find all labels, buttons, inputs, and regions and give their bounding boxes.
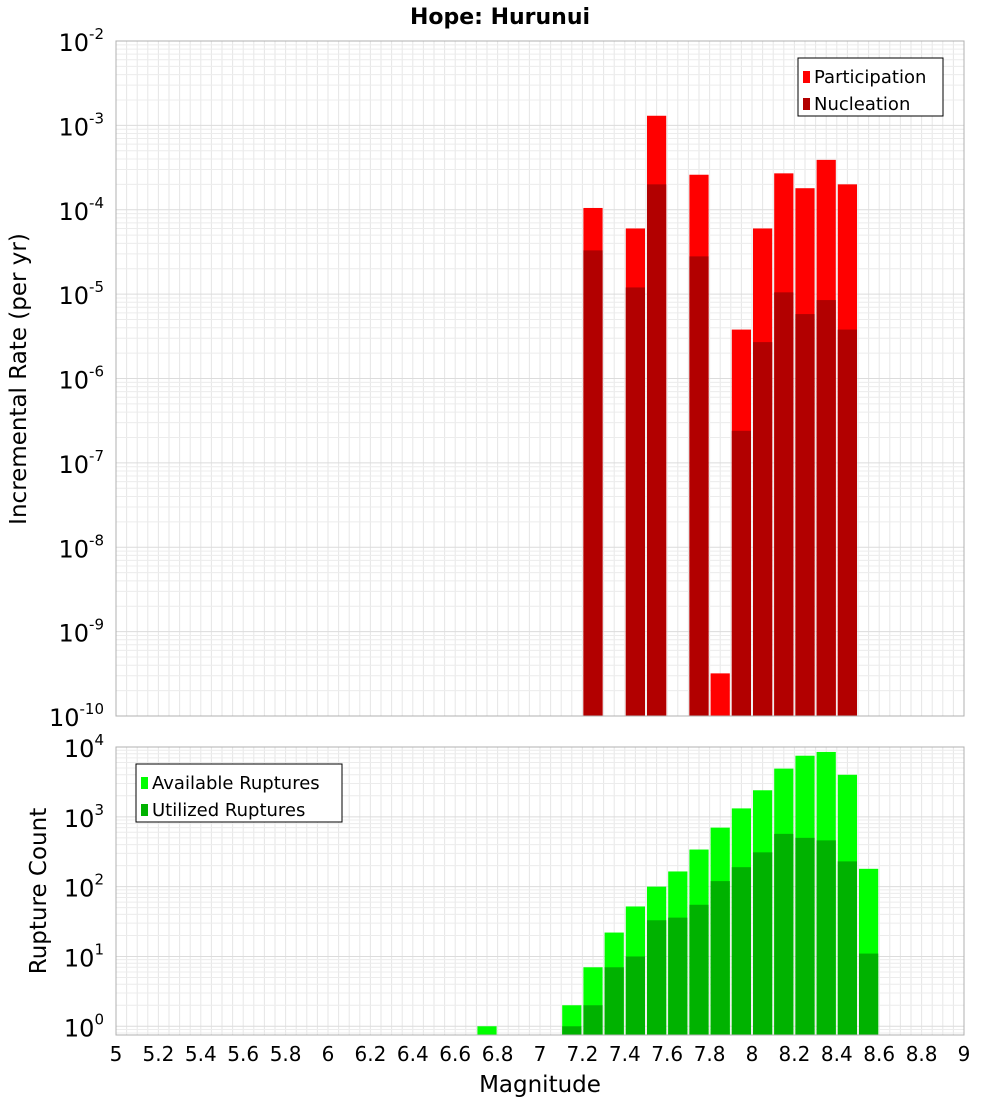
- bar: [647, 920, 667, 1035]
- legend-box: [797, 57, 944, 117]
- legend-box: [135, 763, 343, 823]
- bar: [689, 256, 709, 716]
- x-tick-label: 7.8: [694, 1042, 726, 1066]
- series-utilized-ruptures: [562, 833, 879, 1035]
- bar: [731, 430, 751, 716]
- legend-swatch: [141, 777, 148, 789]
- chart-panel-1: 10-10 10-9 10-8 10-7 10-6 10-5 10-4 10-3 10-2 Inc…: [6, 5, 965, 732]
- y-tick-label: 103: [64, 801, 104, 833]
- x-tick-label: 6.8: [482, 1042, 514, 1066]
- y-axis-label: Rupture Count: [26, 808, 52, 974]
- plot-border: [115, 746, 965, 1036]
- x-tick-label: 8.2: [778, 1042, 810, 1066]
- legend-label: Utilized Ruptures: [152, 800, 305, 821]
- bar: [625, 956, 645, 1035]
- bar: [625, 287, 645, 716]
- chart-title: Hope: Hurunui: [410, 5, 590, 30]
- x-tick-label: 8: [746, 1042, 759, 1066]
- x-tick-label: 9: [958, 1042, 971, 1066]
- y-tick-label: 101: [64, 940, 104, 972]
- bar: [816, 840, 836, 1035]
- chart-panel-2: 100 101 102 103 104 Rupture Count Available Ru…: [26, 731, 970, 1098]
- y-axis-label: Incremental Rate (per yr): [6, 233, 32, 525]
- x-tick-label: 8.6: [863, 1042, 895, 1066]
- y-tick-label: 10-2: [58, 25, 104, 57]
- bar: [731, 867, 751, 1035]
- x-tick-label: 5: [110, 1042, 123, 1066]
- bar: [795, 837, 815, 1035]
- y-tick-label: 10-5: [58, 278, 104, 310]
- x-tick-label: 6: [322, 1042, 335, 1066]
- x-axis-label: Magnitude: [479, 1072, 601, 1098]
- x-tick-label: 5.8: [270, 1042, 302, 1066]
- bar: [753, 342, 773, 716]
- x-tick-label: 8.8: [906, 1042, 938, 1066]
- y-tick-label: 102: [64, 871, 104, 903]
- y-tick-label: 100: [64, 1010, 104, 1042]
- gridlines: [115, 40, 965, 717]
- x-tick-label: 5.4: [185, 1042, 217, 1066]
- bar: [710, 673, 730, 716]
- legend-label: Nucleation: [814, 94, 910, 115]
- bar: [562, 1026, 582, 1035]
- y-tick-label: 10-8: [58, 531, 104, 563]
- bar: [668, 917, 688, 1035]
- x-tick-label: 8.4: [821, 1042, 853, 1066]
- legend-swatch: [803, 98, 810, 110]
- legend-swatch: [803, 71, 810, 83]
- bar: [604, 967, 624, 1035]
- x-tick-label: 7.4: [609, 1042, 641, 1066]
- legend-label: Participation: [814, 67, 926, 88]
- bar: [795, 314, 815, 716]
- y-tick-label: 10-6: [58, 363, 104, 395]
- legend: Available Ruptures Utilized Ruptures: [135, 763, 343, 823]
- bar: [774, 833, 794, 1035]
- x-tick-label: 7: [534, 1042, 547, 1066]
- y-tick-labels: 100 101 102 103 104: [64, 731, 104, 1042]
- legend-swatch: [141, 804, 148, 816]
- plot-border: [115, 40, 965, 717]
- bar: [837, 861, 857, 1035]
- bar: [689, 904, 709, 1035]
- x-tick-label: 6.2: [354, 1042, 386, 1066]
- x-tick-label: 7.2: [566, 1042, 598, 1066]
- x-tick-label: 7.6: [651, 1042, 683, 1066]
- x-tick-label: 6.4: [397, 1042, 429, 1066]
- bar: [837, 329, 857, 716]
- x-tick-label: 5.6: [227, 1042, 259, 1066]
- bar: [753, 852, 773, 1035]
- y-tick-label: 10-10: [49, 700, 104, 732]
- series-nucleation: [583, 184, 857, 717]
- y-tick-label: 10-4: [58, 194, 104, 226]
- bar: [583, 1005, 603, 1035]
- bar: [710, 881, 730, 1035]
- y-tick-label: 104: [64, 731, 104, 763]
- y-tick-labels: 10-10 10-9 10-8 10-7 10-6 10-5 10-4 10-3 10-2: [49, 25, 104, 732]
- y-tick-label: 10-9: [58, 616, 104, 648]
- legend: Participation Nucleation: [797, 57, 944, 117]
- x-tick-labels: 5 5.2 5.4 5.6 5.8 6 6.2 6.4 6.6 6.8 7 7.2 7.4 7.6 7.8 8…: [110, 1042, 971, 1066]
- x-tick-label: 6.6: [439, 1042, 471, 1066]
- bar: [647, 184, 667, 717]
- bar: [816, 300, 836, 716]
- y-tick-label: 10-3: [58, 109, 104, 141]
- bar: [583, 250, 603, 717]
- bar: [859, 953, 879, 1035]
- bar: [774, 292, 794, 716]
- y-tick-label: 10-7: [58, 447, 104, 479]
- legend-label: Available Ruptures: [152, 773, 320, 794]
- x-tick-label: 5.2: [142, 1042, 174, 1066]
- bar: [477, 1026, 497, 1035]
